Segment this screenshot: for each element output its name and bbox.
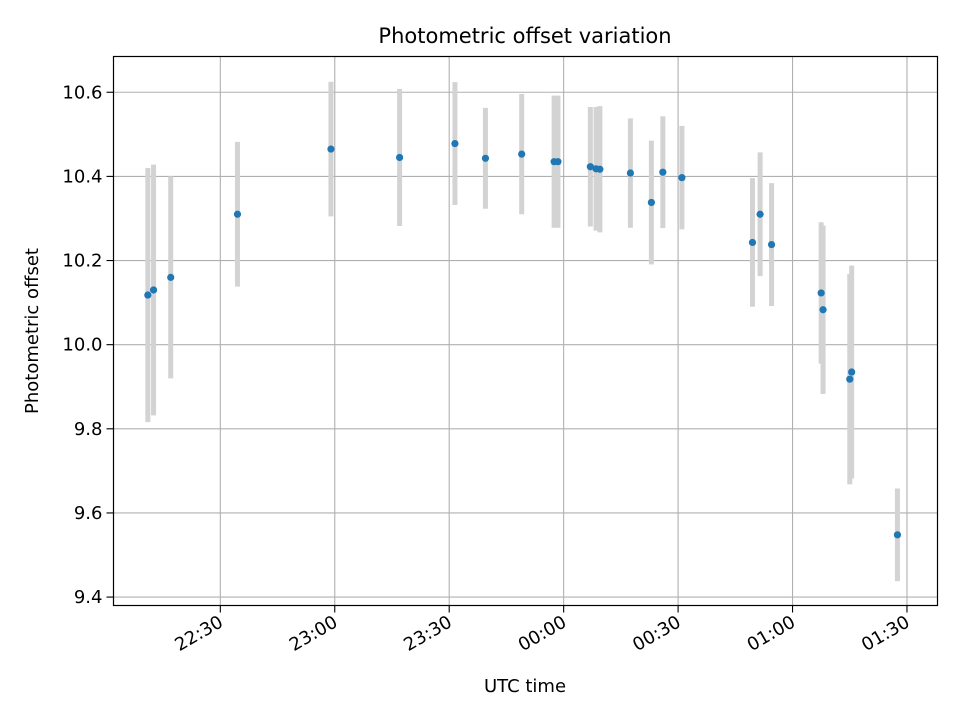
plot-frame <box>112 55 939 607</box>
data-point <box>233 210 242 218</box>
data-point <box>167 273 175 281</box>
y-tick-label: 9.8 <box>74 419 103 440</box>
data-point <box>451 139 459 148</box>
x-axis-label: UTC time <box>484 676 566 697</box>
data-point <box>817 289 825 297</box>
data-point <box>481 154 490 162</box>
data-point <box>396 153 404 162</box>
data-point <box>554 158 562 166</box>
data-point <box>846 375 854 383</box>
data-point <box>518 150 526 158</box>
y-tick-label: 9.4 <box>74 587 103 608</box>
data-point <box>149 286 158 294</box>
x-tick-label: 01:00 <box>744 612 799 656</box>
y-tick-label: 10.2 <box>62 251 102 272</box>
data-point <box>893 531 902 539</box>
y-tick-label: 10.0 <box>62 335 102 356</box>
y-axis-ticks: 9.4 9.6 9.8 10.0 10.2 10.4 10.6 <box>62 82 114 608</box>
y-axis-label: Photometric offset <box>22 248 43 414</box>
data-point <box>748 238 757 247</box>
y-tick-label: 9.6 <box>74 503 103 524</box>
data-point <box>659 168 667 176</box>
data-point <box>586 163 594 171</box>
data-point <box>626 169 635 177</box>
x-tick-label: 23:30 <box>400 612 455 656</box>
data-point <box>819 306 827 314</box>
data-point <box>144 291 152 299</box>
y-tick-label: 10.4 <box>62 166 102 187</box>
data-point <box>327 145 335 153</box>
data-point <box>647 198 655 207</box>
data-point <box>596 165 604 173</box>
x-tick-label: 00:30 <box>629 612 684 656</box>
x-tick-label: 01:30 <box>858 612 913 656</box>
x-tick-label: 22:30 <box>171 612 226 656</box>
data-point <box>767 240 776 249</box>
x-tick-label: 00:00 <box>515 612 570 656</box>
y-tick-label: 10.6 <box>62 82 102 103</box>
grid <box>113 56 938 606</box>
data-points <box>144 139 902 539</box>
data-point <box>848 368 856 376</box>
data-point <box>756 210 764 218</box>
data-point <box>678 174 686 182</box>
x-tick-label: 23:00 <box>286 612 341 656</box>
chart-title: Photometric offset variation <box>378 24 671 48</box>
x-axis-ticks: 22:30 23:00 23:30 00:00 00:30 01:00 01:30 <box>171 605 913 656</box>
